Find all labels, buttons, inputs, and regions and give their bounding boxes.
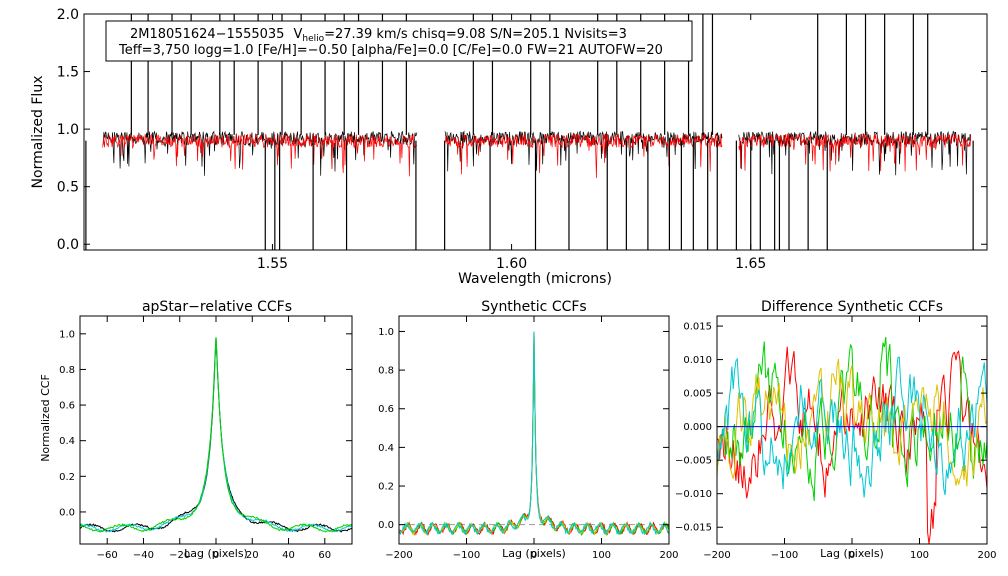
x-tick-label: 100 <box>592 550 611 561</box>
y-tick-label: 0.010 <box>683 355 712 366</box>
spectrum-plot-frame <box>83 13 988 251</box>
y-tick-label: 0.0 <box>59 507 75 518</box>
ccf-difference-ticks: −200 −100 0 100 200 −0.015 −0.010 −0.005 0.000 0.… <box>675 316 997 561</box>
y-tick-label: 1.0 <box>378 327 394 338</box>
y-tick-label: 1.5 <box>57 64 79 80</box>
ccf-relative-panel: apStar−relative CCFs −60 −40 −20 0 20 40 60 0.0… <box>39 299 353 561</box>
spectrum-x-axis-label: Wavelength (microns) <box>458 271 612 287</box>
ccf-synthetic-title: Synthetic CCFs <box>481 299 586 315</box>
ccf-relative-line-1 <box>79 337 353 533</box>
ccf-relative-line-3 <box>79 337 353 533</box>
y-tick-label: 0.005 <box>683 389 712 400</box>
ccf-synthetic-x-axis-label: Lag (pixels) <box>502 547 566 560</box>
ccf-difference-series-group <box>717 336 987 544</box>
x-tick-label: −200 <box>385 550 412 561</box>
x-tick-label: 0 <box>849 550 855 561</box>
ccf-relative-ticks: −60 −40 −20 0 20 40 60 0.0 0.2 0.4 0.6 0.8 1.0 <box>59 316 352 561</box>
x-tick-label: −20 <box>169 550 190 561</box>
vhelio-label: V <box>293 27 302 42</box>
ccf-difference-line-3 <box>717 358 987 487</box>
y-tick-label: 0.2 <box>378 482 394 493</box>
x-tick-label: 200 <box>659 550 678 561</box>
y-tick-label: 1.0 <box>57 122 79 138</box>
star-id: 2M18051624−1555035 <box>130 27 284 42</box>
x-tick-label: 1.60 <box>496 256 527 272</box>
x-tick-label: −100 <box>771 550 798 561</box>
y-tick-label: 0.5 <box>57 180 79 196</box>
observed-spectrum-line <box>102 130 972 176</box>
annotation-line-1: 2M18051624−1555035 Vhelio=27.39 km/s chis… <box>130 27 627 44</box>
y-tick-label: 0.015 <box>683 322 712 333</box>
x-tick-label: 40 <box>282 550 295 561</box>
ccf-relative-title: apStar−relative CCFs <box>142 299 292 315</box>
y-tick-label: 0.6 <box>378 404 394 415</box>
ccf-difference-line-4 <box>717 356 987 498</box>
x-tick-label: 200 <box>977 550 996 561</box>
synthetic-spectrum-line <box>102 132 972 179</box>
annotation-line-1-rest: =27.39 km/s chisq=9.08 S/N=205.1 Nvisits… <box>324 27 627 42</box>
x-tick-label: 0 <box>213 550 219 561</box>
ccf-synthetic-series-group <box>398 331 670 537</box>
y-tick-label: 0.4 <box>378 443 394 454</box>
y-tick-label: 0.6 <box>59 401 75 412</box>
y-tick-label: 0.000 <box>683 422 712 433</box>
ccf-synthetic-ticks: −200 −100 0 100 200 0.0 0.2 0.4 0.6 0.8 1.0 <box>378 316 679 561</box>
annotation-box <box>105 20 693 62</box>
y-tick-label: −0.010 <box>675 489 712 500</box>
y-tick-label: −0.015 <box>675 523 712 534</box>
ccf-relative-line-2 <box>79 337 353 533</box>
y-tick-label: 0.8 <box>378 366 394 377</box>
ccf-difference-panel: Difference Synthetic CCFs −200 −100 0 100 20… <box>675 299 997 561</box>
spectrum-annotation-box: 2M18051624−1555035 Vhelio=27.39 km/s chis… <box>105 20 693 62</box>
x-tick-label: −200 <box>703 550 730 561</box>
x-tick-label: 0 <box>531 550 537 561</box>
ccf-difference-lines <box>717 336 987 544</box>
y-tick-label: 1.0 <box>59 329 75 340</box>
y-tick-label: 2.0 <box>57 7 79 23</box>
y-tick-label: 0.0 <box>57 237 79 253</box>
x-tick-label: 20 <box>246 550 259 561</box>
x-tick-label: 1.55 <box>257 256 288 272</box>
y-tick-label: 0.4 <box>59 436 75 447</box>
spectrum-panel: 1.55 1.60 1.65 0.0 0.5 1.0 1.5 2.0 2M18051624−1… <box>30 7 988 287</box>
ccf-synthetic-line-4 <box>398 331 670 536</box>
ccf-relative-series-group <box>79 337 353 533</box>
vhelio-subscript: helio <box>302 34 324 44</box>
y-tick-label: −0.005 <box>675 456 712 467</box>
ccf-relative-x-axis-label: Lag (pixels) <box>184 547 248 560</box>
y-tick-label: 0.0 <box>378 520 394 531</box>
spectrum-ticks: 1.55 1.60 1.65 0.0 0.5 1.0 1.5 2.0 <box>57 7 987 272</box>
annotation-line-2: Teff=3,750 logg=1.0 [Fe/H]=−0.50 [alpha/… <box>118 43 663 58</box>
ccf-difference-title: Difference Synthetic CCFs <box>761 299 943 315</box>
x-tick-label: 60 <box>318 550 331 561</box>
ccf-synthetic-panel: Synthetic CCFs −200 −100 0 100 200 0.0 0.2 0.4 0… <box>378 299 678 561</box>
y-tick-label: 0.8 <box>59 365 75 376</box>
y-tick-label: 0.2 <box>59 472 75 483</box>
spectrum-y-axis-label: Normalized Flux <box>30 76 46 189</box>
x-tick-label: 100 <box>910 550 929 561</box>
x-tick-label: 1.65 <box>735 256 766 272</box>
ccf-relative-y-axis-label: Normalized CCF <box>39 374 52 462</box>
ccf-difference-x-axis-label: Lag (pixels) <box>820 547 884 560</box>
ccf-relative-plot-frame <box>79 315 353 545</box>
x-tick-label: −100 <box>453 550 480 561</box>
ccf-difference-line-2 <box>717 336 987 501</box>
x-tick-label: −40 <box>133 550 154 561</box>
x-tick-label: −60 <box>97 550 118 561</box>
